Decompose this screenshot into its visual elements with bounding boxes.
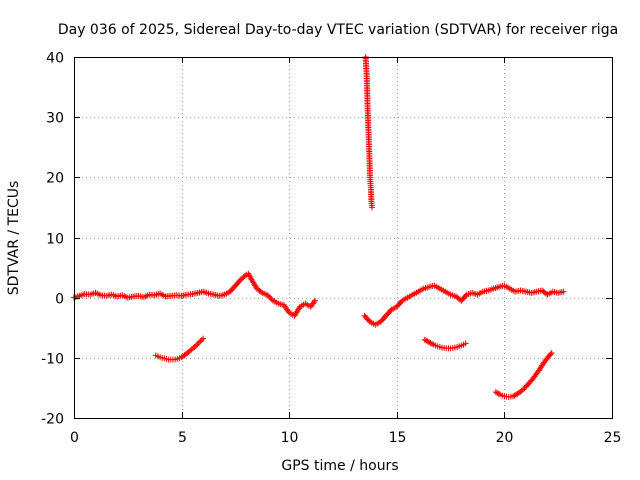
data-points xyxy=(71,54,567,400)
data-point xyxy=(268,296,275,303)
plot-frame xyxy=(74,57,613,419)
data-point xyxy=(462,340,469,347)
y-tick-label: 30 xyxy=(46,111,64,127)
data-point xyxy=(241,273,248,280)
data-point xyxy=(520,386,527,393)
data-point xyxy=(560,288,567,295)
x-tick-label: 10 xyxy=(281,430,299,446)
series-arc-3 xyxy=(492,350,555,400)
data-point xyxy=(197,338,204,345)
chart-title: Day 036 of 2025, Sidereal Day-to-day VTE… xyxy=(58,22,618,38)
data-point xyxy=(264,292,271,299)
data-point xyxy=(547,351,554,358)
y-tick-label: -10 xyxy=(41,352,64,368)
series-spike xyxy=(362,54,376,211)
y-tick-label: -20 xyxy=(41,412,64,428)
series-arc-2 xyxy=(421,336,469,352)
y-tick-label: 20 xyxy=(46,171,64,187)
data-point xyxy=(257,288,264,295)
data-point xyxy=(548,350,555,357)
data-point xyxy=(200,335,207,342)
y-axis-label: SDTVAR / TECUs xyxy=(6,181,22,296)
y-tick-label: 10 xyxy=(46,232,64,248)
data-point xyxy=(266,293,273,300)
data-point xyxy=(428,340,435,347)
data-point xyxy=(518,387,525,394)
y-tick-label: 40 xyxy=(46,51,64,67)
data-point xyxy=(192,342,199,349)
axis-ticks: 0 5 10 15 20 25 -20 -10 0 10 20 30 40 xyxy=(41,51,621,447)
series-arc-1 xyxy=(152,335,207,363)
x-axis-label: GPS time / hours xyxy=(281,458,398,474)
data-point xyxy=(267,294,274,301)
x-tick-label: 25 xyxy=(604,430,622,446)
data-point xyxy=(312,297,319,304)
data-point xyxy=(521,385,528,392)
data-point xyxy=(191,344,198,351)
x-tick-label: 20 xyxy=(496,430,514,446)
series-main-band xyxy=(71,270,319,319)
data-point xyxy=(194,341,201,348)
x-tick-label: 15 xyxy=(389,430,407,446)
x-tick-label: 0 xyxy=(70,430,79,446)
series-right-band xyxy=(361,282,567,328)
data-point xyxy=(195,339,202,346)
data-point xyxy=(190,345,197,352)
data-point xyxy=(369,204,376,211)
data-point xyxy=(495,390,502,397)
data-point xyxy=(198,336,205,343)
grid-lines xyxy=(74,57,612,418)
x-tick-label: 5 xyxy=(178,430,187,446)
y-tick-label: 0 xyxy=(55,292,64,308)
